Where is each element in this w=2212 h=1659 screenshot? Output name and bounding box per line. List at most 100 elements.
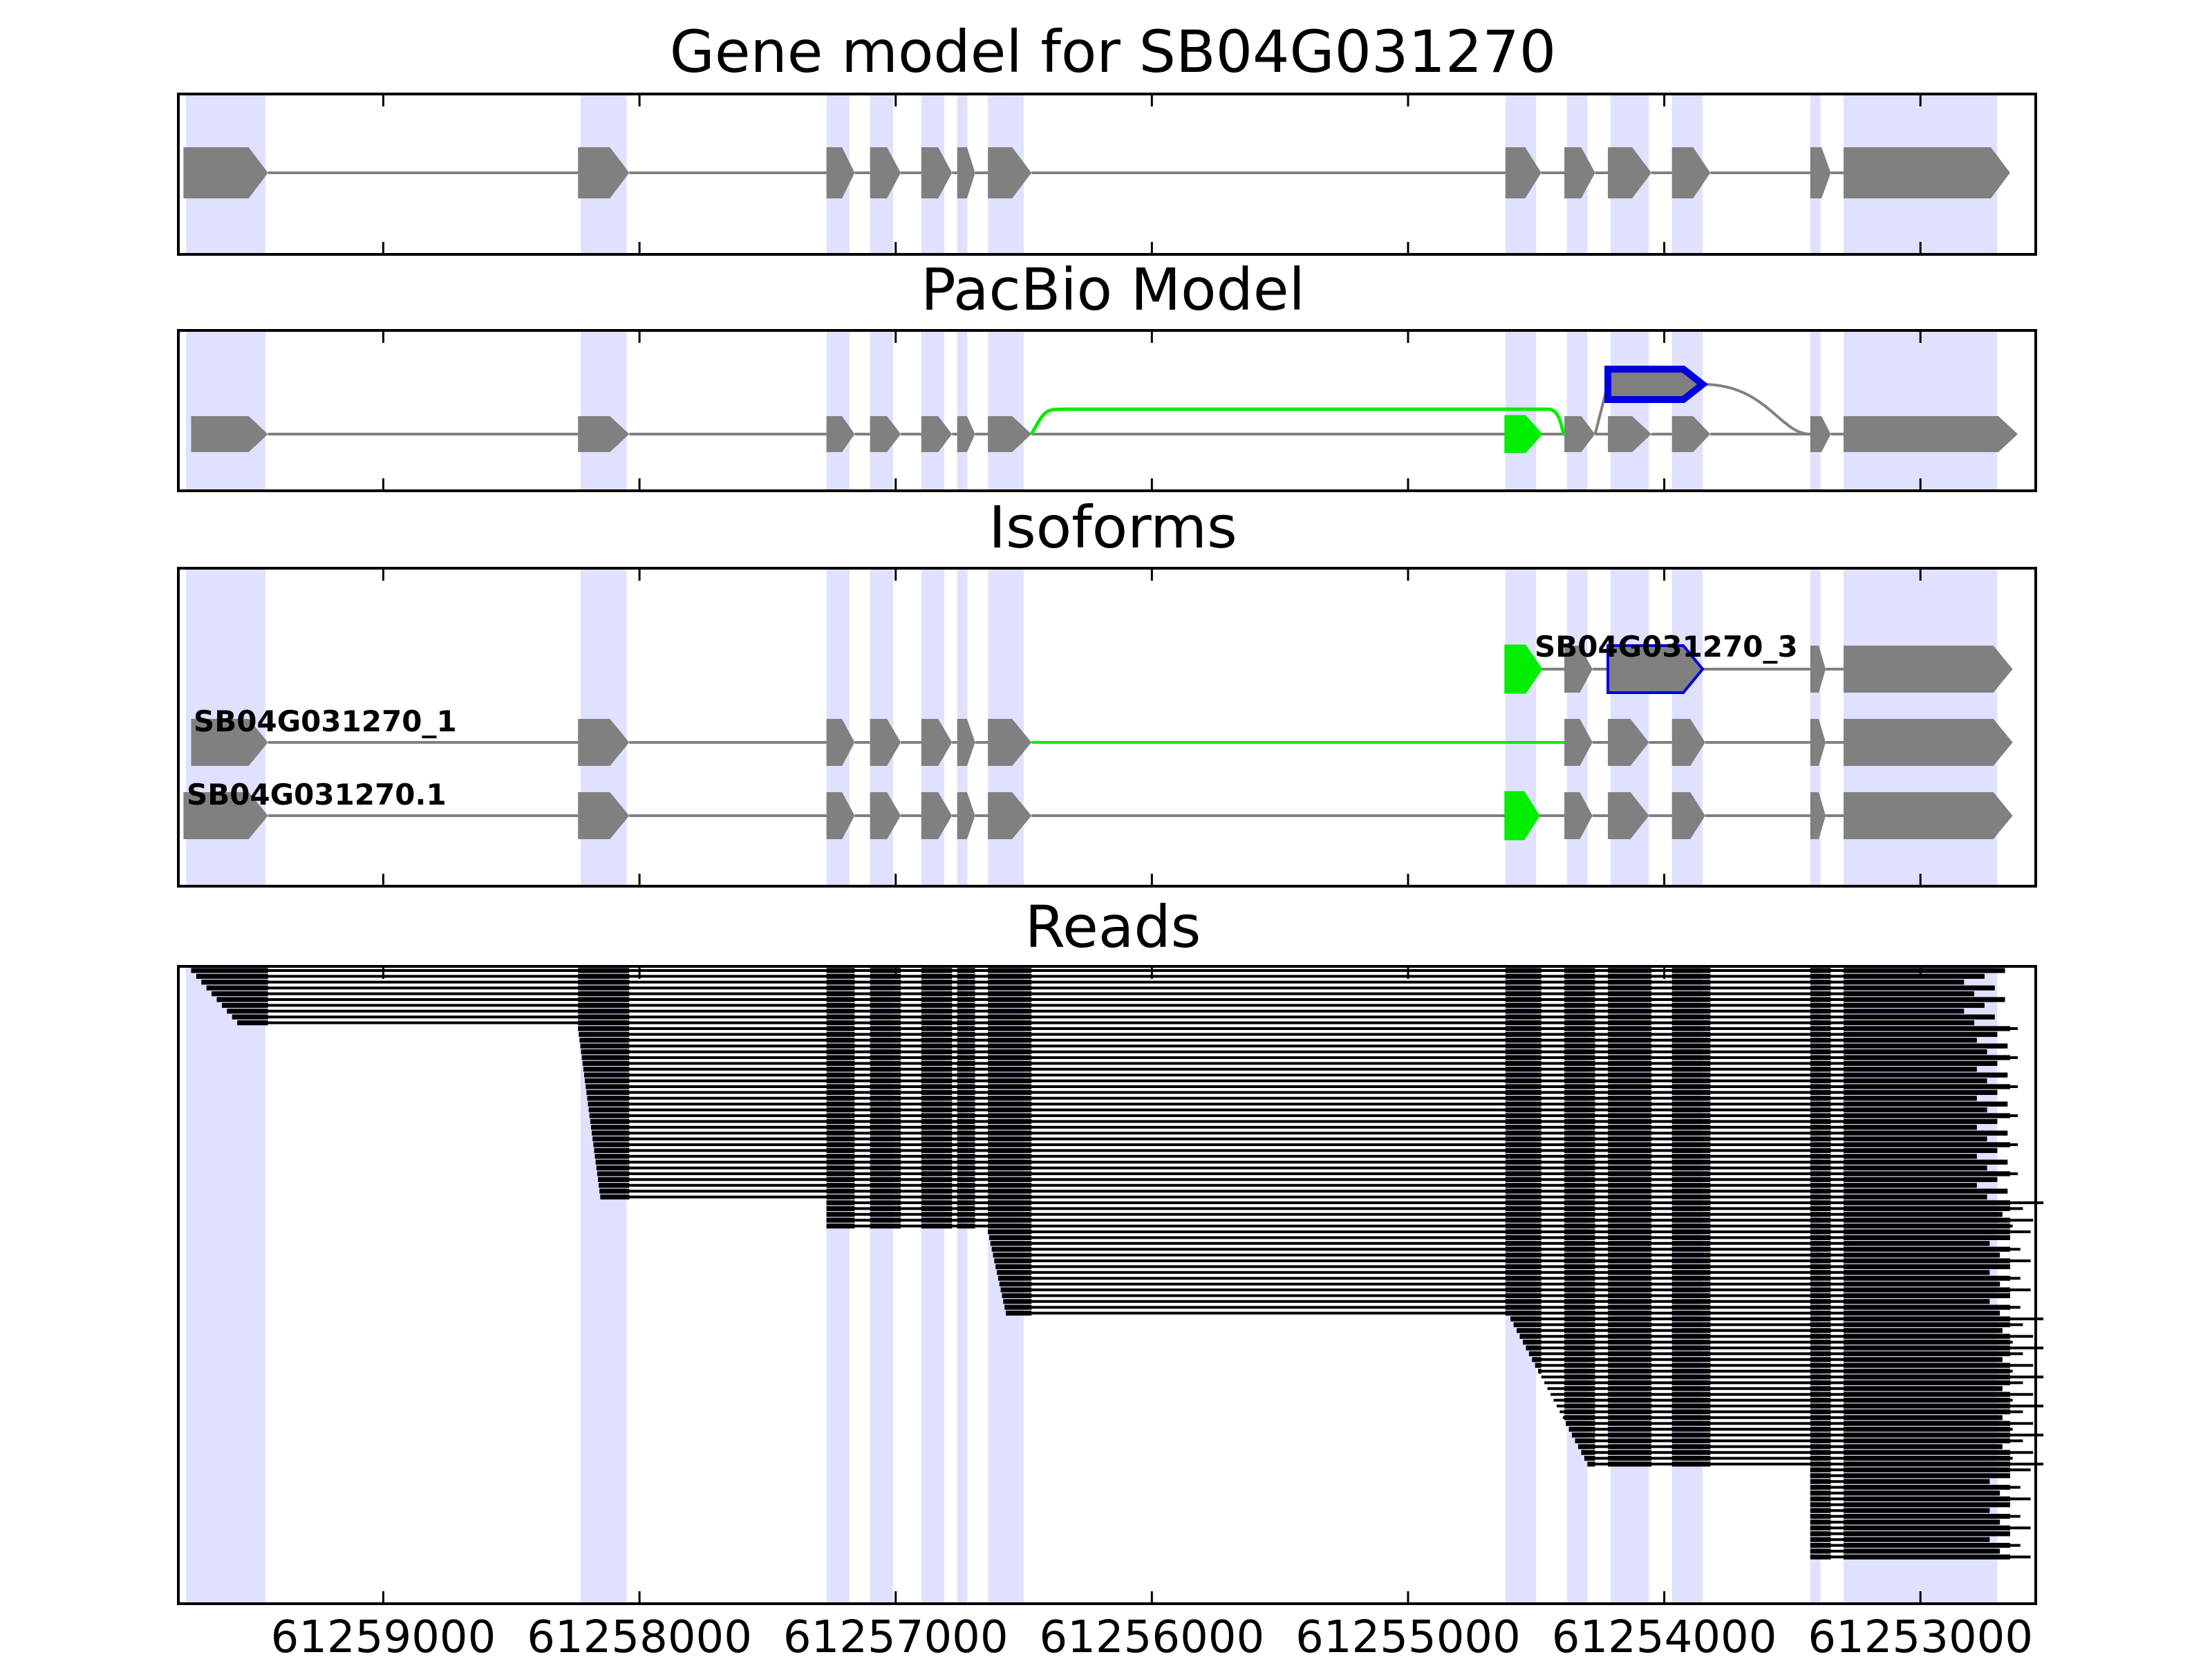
read-block — [1671, 1322, 1711, 1327]
read-block — [212, 991, 268, 997]
read-block — [1608, 968, 1652, 973]
read-block — [1505, 1282, 1541, 1287]
read-block — [870, 1154, 901, 1159]
read-block — [1505, 1072, 1541, 1078]
exon — [870, 792, 901, 839]
read-block — [957, 1031, 975, 1037]
read-block — [1844, 1118, 1998, 1124]
read-block — [1671, 1432, 1711, 1438]
read-block — [826, 1084, 855, 1089]
read-block — [1523, 1340, 1541, 1345]
exon — [957, 719, 975, 766]
highlight-region — [957, 330, 968, 491]
read-block — [1505, 1311, 1541, 1316]
read-block — [1844, 1415, 2003, 1421]
read-block — [921, 1206, 953, 1211]
read-block — [991, 1246, 1032, 1252]
read-block — [1810, 1380, 1831, 1385]
read-block — [826, 1020, 855, 1026]
read-block — [1844, 1136, 1987, 1142]
exon — [1608, 416, 1652, 452]
read-block — [826, 1009, 855, 1014]
read-block — [1608, 1299, 1652, 1304]
read-block — [988, 1229, 1032, 1235]
read-block — [1810, 1304, 1831, 1310]
read-block — [1608, 1444, 1652, 1450]
read-block — [1505, 1246, 1541, 1252]
isoform-label: SB04G031270_1 — [194, 704, 457, 738]
read-block — [1608, 1009, 1652, 1014]
read-block — [1671, 1456, 1711, 1461]
read-block — [1564, 1282, 1595, 1287]
read-block — [1810, 1224, 1831, 1229]
read-block — [600, 1194, 630, 1200]
read-block — [1810, 1496, 1831, 1501]
read-block — [1810, 1362, 1831, 1368]
read-block — [1608, 1183, 1652, 1188]
exon — [191, 416, 268, 452]
read-block — [1844, 1171, 2010, 1177]
read-block — [1608, 1357, 1652, 1362]
read-block — [1564, 1026, 1595, 1031]
read-block — [1505, 1275, 1541, 1281]
read-block — [1505, 1200, 1541, 1206]
read-block — [1810, 1101, 1831, 1107]
read-block — [578, 1014, 630, 1020]
read-block — [1564, 1031, 1595, 1037]
x-tick-label: 61257000 — [783, 1612, 1009, 1659]
read-block — [1844, 1333, 2010, 1339]
read-block — [988, 1101, 1032, 1107]
read-block — [1528, 1351, 1541, 1356]
read-block — [237, 1020, 268, 1026]
read-block — [578, 991, 630, 997]
read-block — [1564, 1275, 1595, 1281]
read-block — [826, 1206, 855, 1211]
read-block — [1810, 1246, 1831, 1252]
read-block — [1844, 1246, 2010, 1252]
read-block — [1671, 1253, 1711, 1258]
read-block — [1608, 1049, 1652, 1055]
read-block — [921, 1118, 953, 1124]
read-block — [1608, 1362, 1652, 1368]
highlight-region — [1610, 330, 1649, 491]
panel-title-reads: Reads — [1025, 893, 1201, 961]
read-block — [870, 997, 901, 1002]
read-block — [1844, 1340, 2010, 1345]
read-block — [1810, 1456, 1831, 1461]
read-block — [921, 1194, 953, 1200]
read-block — [1564, 1107, 1595, 1113]
read-block — [1844, 1548, 2000, 1554]
read-block — [1564, 1183, 1595, 1188]
read-block — [1608, 1275, 1652, 1281]
read-block — [1608, 1096, 1652, 1101]
read-block — [870, 1183, 901, 1188]
read-block — [1671, 1107, 1711, 1113]
read-block — [1810, 1357, 1831, 1362]
read-block — [594, 1147, 630, 1153]
read-block — [997, 1275, 1032, 1281]
read-block — [1844, 1101, 2008, 1107]
read-block — [1564, 1241, 1595, 1246]
read-block — [1810, 1525, 1831, 1530]
read-block — [957, 980, 975, 985]
read-block — [826, 1200, 855, 1206]
read-block — [957, 1188, 975, 1194]
read-block — [921, 1188, 953, 1194]
read-block — [1844, 1142, 2010, 1147]
read-block — [1810, 1212, 1831, 1217]
panel-isoforms: Isoforms SB04G031270_3 SB04G031270_1 SB0… — [177, 494, 2037, 888]
read-block — [826, 1177, 855, 1182]
read-block — [826, 1101, 855, 1107]
read-block — [1810, 997, 1831, 1002]
read-block — [1810, 1235, 1831, 1240]
read-block — [599, 1183, 630, 1188]
panel-frame — [177, 965, 2037, 1605]
read-block — [1844, 1479, 1990, 1484]
read-block — [870, 1136, 901, 1142]
read-block — [995, 1264, 1032, 1269]
read-block — [1608, 1107, 1652, 1113]
read-block — [1532, 1357, 1541, 1362]
read-block — [1564, 1246, 1595, 1252]
read-block — [1671, 1362, 1711, 1368]
alt-exon-retained — [1606, 644, 1705, 694]
